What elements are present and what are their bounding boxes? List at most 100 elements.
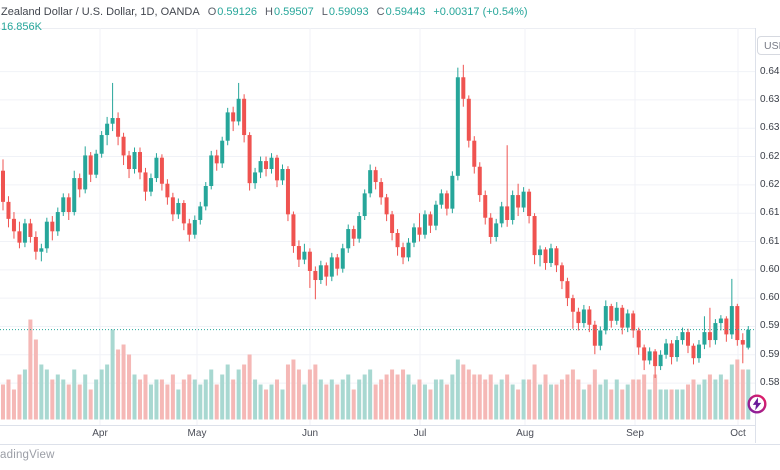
candle [592, 324, 597, 346]
candlestick-chart[interactable] [0, 28, 755, 425]
volume-bar [329, 379, 334, 420]
candle [198, 206, 203, 220]
candle [740, 340, 745, 345]
candle [269, 157, 274, 170]
price-axis-label: 0.61 [760, 235, 780, 247]
candle [236, 98, 241, 122]
volume-bar [110, 329, 115, 420]
symbol-title[interactable]: Zealand Dollar / U.S. Dollar, 1D, OANDA [1, 6, 200, 18]
currency-button[interactable]: USD [757, 36, 780, 55]
time-axis[interactable]: Apr May Jun Jul Aug Sep Oct [0, 425, 780, 445]
lightning-quick-trade-button[interactable] [747, 394, 767, 414]
candle [412, 227, 416, 243]
candle [296, 246, 301, 260]
candle [66, 197, 71, 213]
volume-bar [138, 379, 142, 420]
price-axis-label: 0.59 [760, 348, 780, 360]
volume-bar [510, 384, 515, 420]
candle [625, 313, 630, 328]
candle [609, 306, 614, 321]
candle [532, 216, 537, 256]
volume-bar [159, 379, 164, 420]
candle [406, 242, 411, 258]
chart-pane[interactable] [0, 28, 755, 425]
candle [686, 332, 690, 346]
candle [675, 340, 680, 358]
candle [6, 201, 11, 219]
volume-bar [625, 384, 630, 420]
volume-bar [477, 374, 482, 420]
candle [203, 186, 208, 207]
candle [1, 170, 5, 202]
lightning-icon [752, 397, 762, 411]
candle [192, 219, 197, 235]
volume-bar [50, 379, 55, 420]
candle [110, 118, 115, 124]
price-axis-label: 0.61 [760, 207, 780, 219]
candle [127, 155, 132, 170]
candle [581, 309, 586, 324]
volume-bar [94, 379, 99, 420]
volume-bar [450, 374, 455, 420]
candle [138, 152, 142, 173]
candle [313, 270, 318, 281]
candle [444, 193, 449, 209]
volume-bar [258, 384, 263, 420]
volume-bar [28, 319, 33, 420]
candle [335, 257, 340, 269]
volume-bar [461, 364, 466, 420]
volume-value: 16.856K [1, 21, 42, 33]
price-axis[interactable]: 0.64 0.63 0.63 0.62 0.62 0.61 0.61 0.60 0.60 0.59… [755, 28, 780, 443]
candle [154, 157, 159, 179]
candle [346, 229, 351, 249]
volume-bar [653, 374, 658, 420]
volume-bar [439, 379, 444, 420]
volume-bar [313, 364, 318, 420]
volume-bar [472, 374, 477, 420]
volume-bar [521, 379, 526, 420]
tradingview-logo[interactable]: adingView [0, 449, 55, 461]
volume-bar [658, 389, 663, 420]
volume-bar [664, 389, 669, 420]
volume-bar [154, 379, 159, 420]
candle [587, 309, 592, 325]
volume-bar [718, 374, 723, 420]
volume-bar [351, 389, 356, 420]
candle [653, 351, 658, 367]
candle [395, 233, 400, 248]
candle [362, 193, 367, 217]
volume-bar [483, 379, 488, 420]
volume-bar [275, 379, 279, 420]
candle [472, 140, 477, 167]
volume-bar [187, 374, 192, 420]
price-axis-label: 0.63 [760, 93, 780, 105]
candle [83, 155, 88, 190]
candle [220, 140, 225, 164]
volume-bar [203, 379, 208, 420]
volume-bar [691, 379, 696, 420]
volume-bar [433, 379, 438, 420]
candle [614, 307, 619, 321]
volume-bar [335, 384, 340, 420]
candle [680, 332, 685, 341]
ohlc-low: L 0.59093 [321, 6, 369, 18]
volume-bar [99, 369, 104, 420]
candle [28, 223, 33, 237]
volume-bar [598, 384, 603, 420]
candle [247, 135, 252, 184]
volume-bar [570, 369, 575, 420]
candle [285, 169, 290, 215]
volume-bar [642, 374, 647, 420]
candle [570, 298, 575, 312]
volume-bar [132, 374, 137, 420]
candle [702, 332, 707, 345]
candle [373, 170, 378, 183]
candle [696, 344, 701, 359]
volume-bar [554, 384, 559, 420]
volume-bar [494, 384, 499, 420]
candle [636, 330, 641, 348]
volume-bar [729, 364, 734, 420]
volume-bar [242, 364, 247, 420]
volume-bar [247, 354, 252, 420]
candle [50, 221, 55, 232]
